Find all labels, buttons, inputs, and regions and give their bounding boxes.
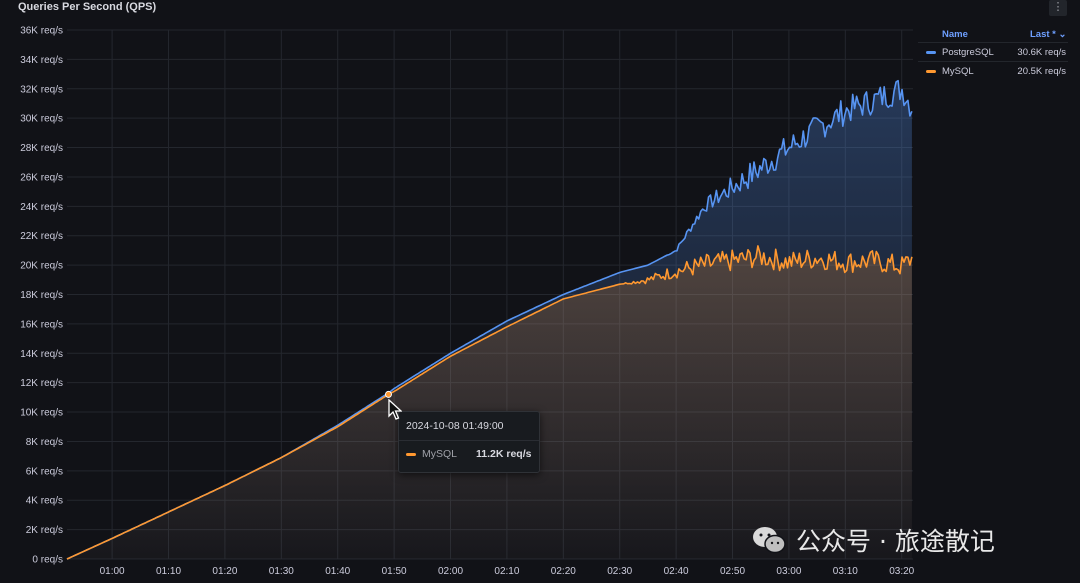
x-tick-label: 02:00 xyxy=(438,566,463,577)
x-tick-label: 01:10 xyxy=(156,566,181,577)
y-tick-label: 28K req/s xyxy=(20,143,63,154)
y-tick-label: 32K req/s xyxy=(20,84,63,95)
x-tick-label: 02:50 xyxy=(720,566,745,577)
legend-item-label: MySQL xyxy=(942,65,974,77)
y-tick-label: 14K req/s xyxy=(20,349,63,360)
x-tick-label: 02:30 xyxy=(607,566,632,577)
y-tick-label: 34K req/s xyxy=(20,55,63,66)
y-tick-label: 18K req/s xyxy=(20,290,63,301)
y-tick-label: 22K req/s xyxy=(20,231,63,242)
postgresql-swatch xyxy=(926,50,936,54)
mysql-swatch xyxy=(926,69,936,73)
y-tick-label: 2K req/s xyxy=(26,525,63,536)
panel-title: Queries Per Second (QPS) xyxy=(18,1,157,13)
x-tick-label: 03:10 xyxy=(833,566,858,577)
x-tick-label: 03:00 xyxy=(776,566,801,577)
y-tick-label: 20K req/s xyxy=(20,261,63,272)
legend-item-value: 30.6K req/s xyxy=(1017,46,1066,58)
legend-name-header[interactable]: Name xyxy=(942,28,968,40)
watermark-text: 公众号 · 旅途散记 xyxy=(796,527,995,556)
tooltip-series: MySQL xyxy=(422,448,458,460)
chart-legend: Name Last * ⌄ PostgreSQL 30.6K req/s MyS… xyxy=(918,26,1068,80)
hover-tooltip: 2024-10-08 01:49:00 MySQL 11.2K req/s xyxy=(398,411,540,473)
x-tick-label: 02:20 xyxy=(551,566,576,577)
tooltip-time: 2024-10-08 01:49:00 xyxy=(406,420,504,432)
wechat-icon xyxy=(753,527,786,554)
tooltip-value: 11.2K req/s xyxy=(476,448,532,460)
legend-item-value: 20.5K req/s xyxy=(1017,65,1066,77)
hover-point xyxy=(384,390,392,398)
mouse-pointer-icon xyxy=(388,399,402,420)
y-tick-label: 24K req/s xyxy=(20,202,63,213)
y-tick-label: 8K req/s xyxy=(26,437,63,448)
x-tick-label: 02:40 xyxy=(664,566,689,577)
chart-series xyxy=(66,79,913,560)
legend-last-header[interactable]: Last * ⌄ xyxy=(1030,28,1067,40)
x-axis: 01:00 01:10 01:20 01:30 01:40 01:50 02:00 02:10… xyxy=(100,566,915,577)
y-tick-label: 4K req/s xyxy=(26,496,63,507)
x-tick-label: 02:10 xyxy=(494,566,519,577)
mysql-line xyxy=(66,245,913,560)
legend-item-postgresql[interactable]: PostgreSQL 30.6K req/s xyxy=(918,42,1068,61)
y-tick-label: 16K req/s xyxy=(20,319,63,330)
y-tick-label: 0 req/s xyxy=(32,555,63,566)
watermark: 公众号 · 旅途散记 xyxy=(752,522,995,558)
x-tick-label: 01:00 xyxy=(100,566,125,577)
y-tick-label: 10K req/s xyxy=(20,408,63,419)
x-tick-label: 03:20 xyxy=(889,566,914,577)
x-tick-label: 01:20 xyxy=(212,566,237,577)
legend-item-mysql[interactable]: MySQL 20.5K req/s xyxy=(918,61,1068,80)
x-tick-label: 01:40 xyxy=(325,566,350,577)
x-tick-label: 01:30 xyxy=(269,566,294,577)
y-tick-label: 36K req/s xyxy=(20,26,63,37)
y-tick-label: 26K req/s xyxy=(20,172,63,183)
mysql-area xyxy=(67,245,912,559)
x-tick-label: 01:50 xyxy=(382,566,407,577)
y-axis: 0 req/s 2K req/s 4K req/s 6K req/s 8K req/s 1… xyxy=(20,26,63,566)
legend-item-label: PostgreSQL xyxy=(942,46,994,58)
y-tick-label: 6K req/s xyxy=(26,466,63,477)
y-tick-label: 12K req/s xyxy=(20,378,63,389)
y-tick-label: 30K req/s xyxy=(20,114,63,125)
panel-menu-icon[interactable]: ⋮ xyxy=(1049,0,1067,16)
tooltip-swatch xyxy=(406,452,416,456)
